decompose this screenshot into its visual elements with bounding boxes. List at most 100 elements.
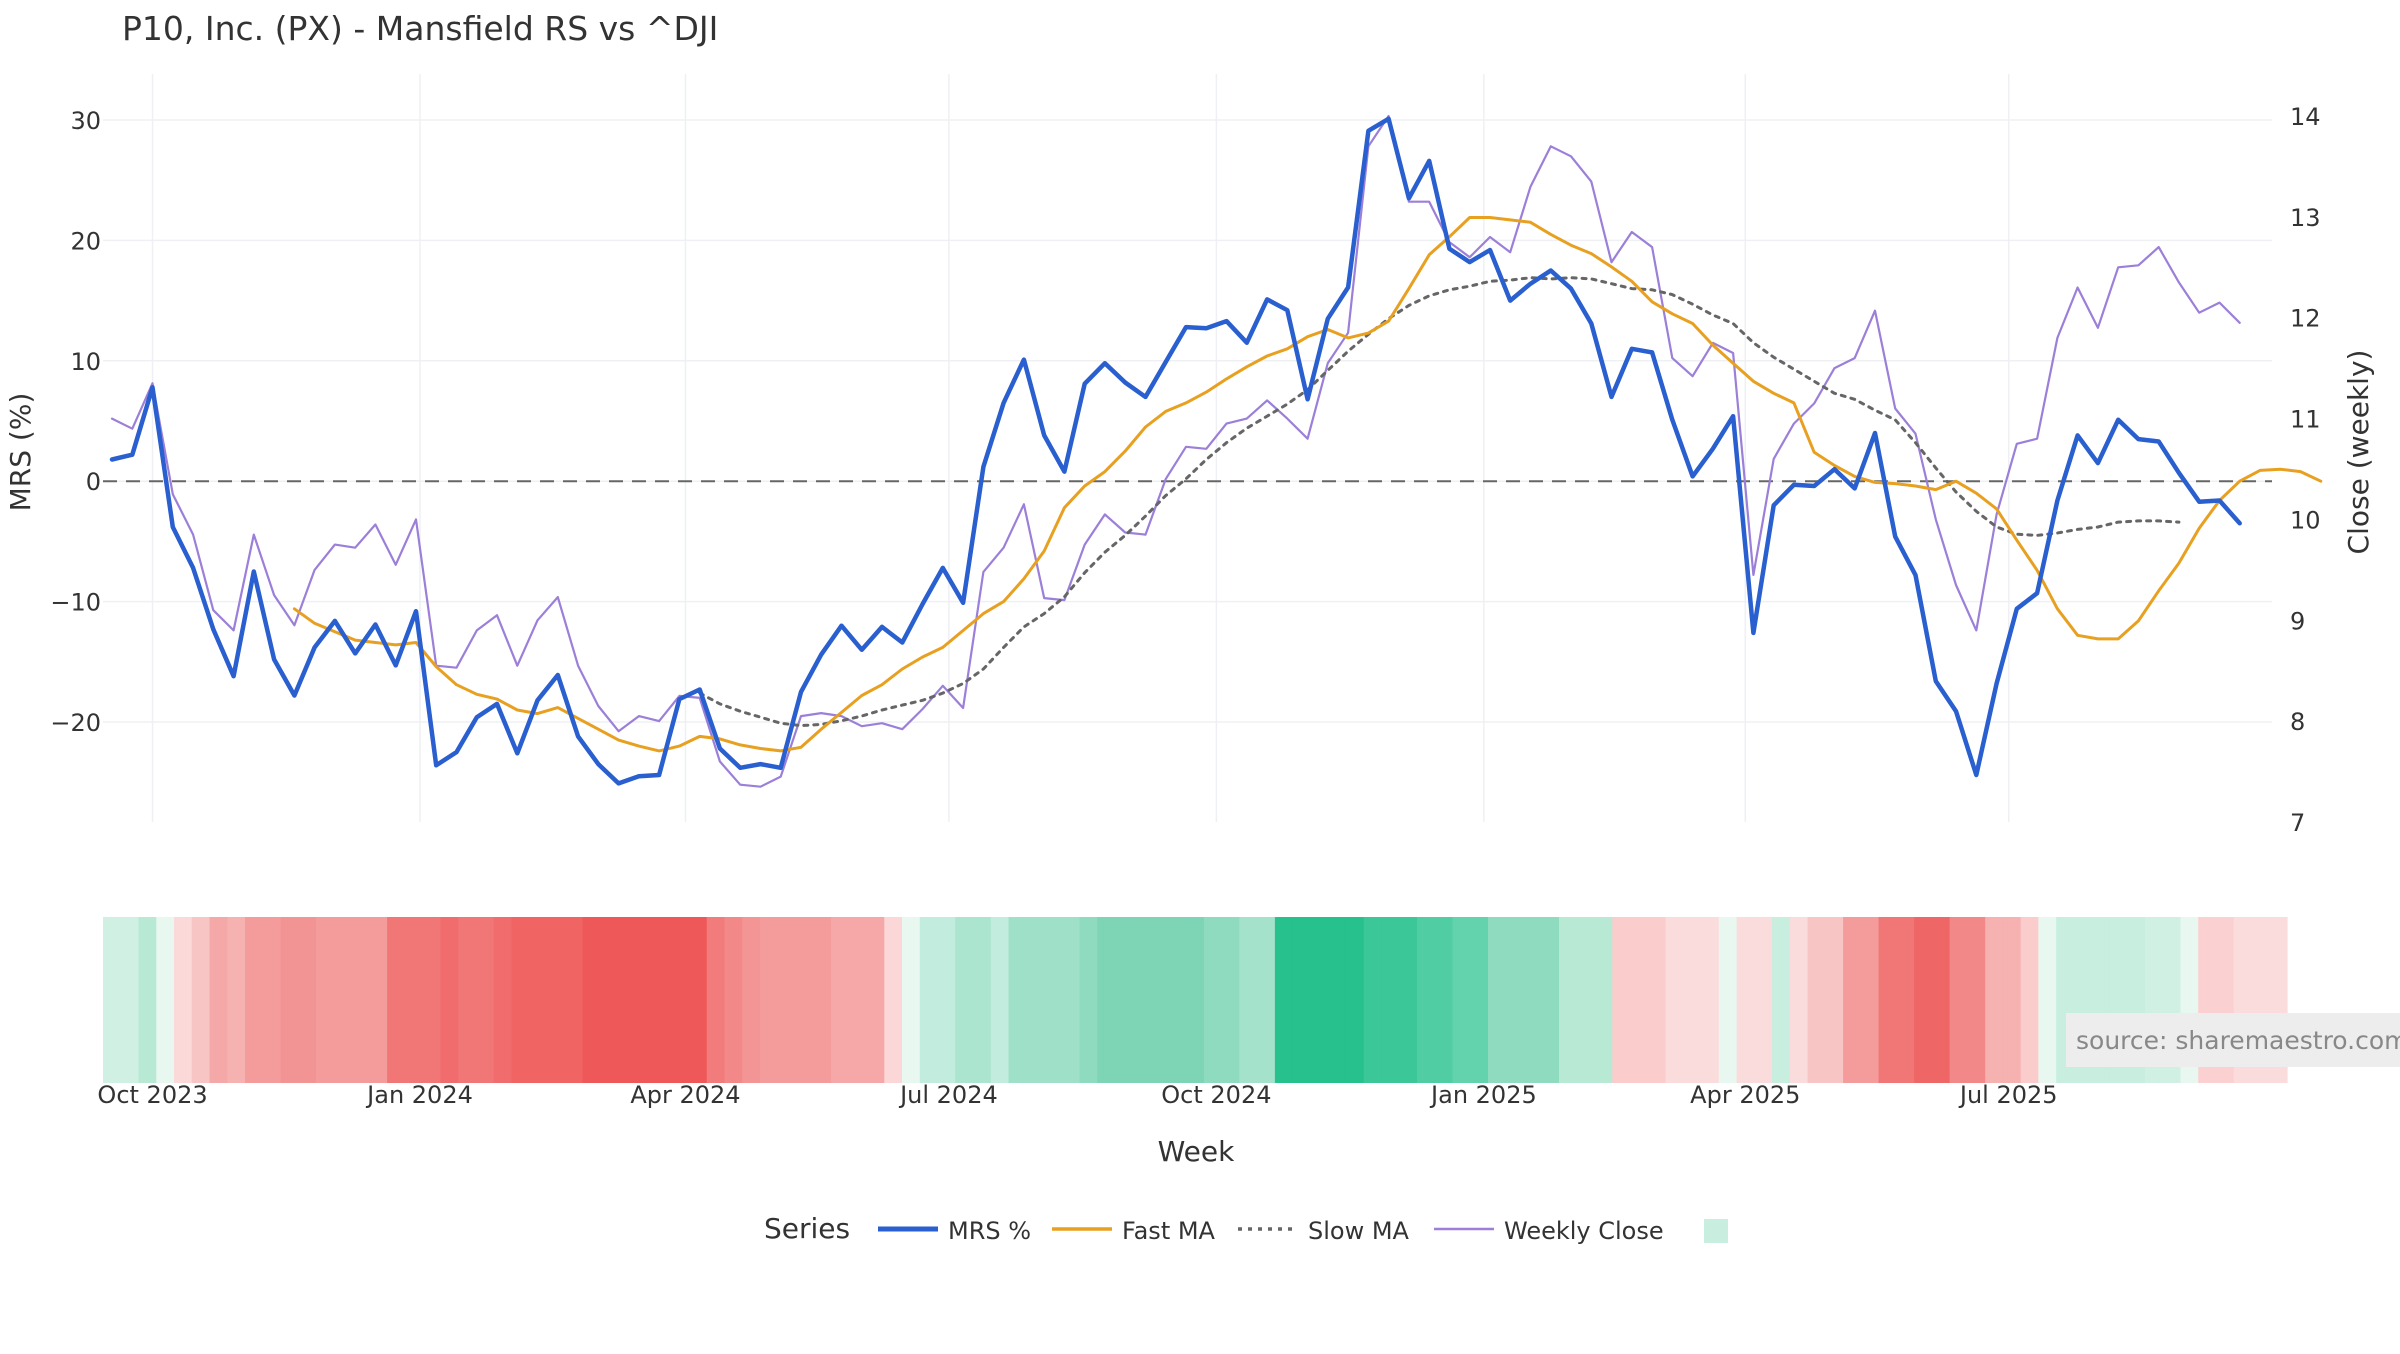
x-tick-label: Oct 2024 <box>1161 1081 1271 1109</box>
heatmap-cell <box>866 917 885 1083</box>
heatmap-cell <box>1399 917 1418 1083</box>
heatmap-cell <box>1203 917 1223 1083</box>
heatmap-cell <box>316 917 335 1083</box>
heatmap-cell <box>831 917 850 1083</box>
heatmap-cell <box>973 917 992 1083</box>
x-tick-label: Oct 2023 <box>97 1081 207 1109</box>
heatmap-cell <box>1470 917 1489 1083</box>
y-tick-label-right: 11 <box>2290 406 2321 434</box>
heatmap-cell <box>1274 917 1294 1083</box>
series-line-weekly-close <box>110 114 2241 788</box>
heatmap-cell <box>1754 917 1773 1083</box>
heatmap-cell <box>156 917 175 1083</box>
heatmap-cell <box>1683 917 1702 1083</box>
heatmap-cell <box>1239 917 1258 1083</box>
heatmap-cell <box>902 917 921 1083</box>
heatmap-cell <box>795 917 814 1083</box>
heatmap-cell <box>298 917 317 1083</box>
heatmap-cell <box>138 917 157 1083</box>
x-tick-label: Apr 2024 <box>630 1081 740 1109</box>
heatmap-cell <box>777 917 797 1083</box>
x-tick-label: Jan 2025 <box>1429 1081 1537 1109</box>
heatmap-cell <box>617 917 637 1083</box>
heatmap-cell <box>440 917 459 1083</box>
legend-label-fast-ma[interactable]: Fast MA <box>1122 1217 1216 1245</box>
heatmap-cell <box>1914 917 1933 1083</box>
heatmap-cell <box>1878 917 1897 1083</box>
heatmap-cell <box>369 917 388 1083</box>
heatmap-cell <box>1860 917 1880 1083</box>
heatmap-cell <box>1896 917 1915 1083</box>
legend-swatch-heatmap[interactable] <box>1704 1219 1728 1243</box>
heatmap-cell <box>351 917 370 1083</box>
heatmap-cell <box>1434 917 1454 1083</box>
heatmap-cell <box>191 917 211 1083</box>
heatmap-cell <box>1612 917 1631 1083</box>
heatmap-cell <box>1008 917 1027 1083</box>
heatmap-cell <box>759 917 779 1083</box>
x-tick-label: Jul 2025 <box>1958 1081 2058 1109</box>
heatmap-cell <box>848 917 868 1083</box>
heatmap-cell <box>564 917 584 1083</box>
y-tick-label-left: 10 <box>70 348 101 376</box>
heatmap-cell <box>1949 917 1968 1083</box>
heatmap-cell <box>1257 917 1276 1083</box>
heatmap-cell <box>1843 917 1862 1083</box>
heatmap-cell <box>688 917 708 1083</box>
heatmap-cell <box>600 917 619 1083</box>
heatmap-cell <box>1594 917 1613 1083</box>
heatmap-cell <box>706 917 726 1083</box>
chart-title: P10, Inc. (PX) - Mansfield RS vs ^DJI <box>122 9 718 48</box>
heatmap-cell <box>1186 917 1205 1083</box>
grid-layer <box>103 74 2272 822</box>
heatmap-cell <box>635 917 655 1083</box>
series-layer <box>109 114 2323 788</box>
heatmap-cell <box>422 917 441 1083</box>
heatmap-cell <box>724 917 743 1083</box>
legend-label-weekly-close[interactable]: Weekly Close <box>1504 1217 1664 1245</box>
heatmap-cell <box>1559 917 1578 1083</box>
heatmap-cell <box>1044 917 1063 1083</box>
heatmap-cell <box>245 917 264 1083</box>
y-tick-label-right: 10 <box>2290 506 2321 534</box>
heatmap-cell <box>458 917 477 1083</box>
heatmap-cell <box>280 917 299 1083</box>
x-tick-label: Apr 2025 <box>1690 1081 1800 1109</box>
heatmap-cell <box>813 917 832 1083</box>
legend-title: Series <box>764 1212 850 1245</box>
heatmap-cell <box>1772 917 1791 1083</box>
heatmap-cell <box>1026 917 1045 1083</box>
heatmap-cell <box>1505 917 1525 1083</box>
heatmap-cell <box>1985 917 2004 1083</box>
heatmap-cell <box>174 917 193 1083</box>
heatmap-cell <box>1701 917 1720 1083</box>
heatmap-cell <box>990 917 1010 1083</box>
heatmap-cell <box>1061 917 1081 1083</box>
series-line-fast-ma <box>292 216 2323 753</box>
source-label: source: sharemaestro.com <box>2076 1026 2400 1055</box>
legend-label-slow-ma[interactable]: Slow MA <box>1308 1217 1410 1245</box>
heatmap-cell <box>582 917 601 1083</box>
heatmap-cell <box>227 917 246 1083</box>
heatmap-cell <box>1647 917 1667 1083</box>
heatmap-cell <box>1292 917 1312 1083</box>
y-tick-label-left: 30 <box>70 107 101 135</box>
heatmap-cell <box>1310 917 1329 1083</box>
heatmap-cell <box>333 917 353 1083</box>
heatmap-cell <box>404 917 424 1083</box>
y-axis-right-label: Close (weekly) <box>2342 350 2375 555</box>
y-axis-left-label: MRS (%) <box>4 393 37 512</box>
heatmap-cell <box>1115 917 1134 1083</box>
y-tick-label-right: 14 <box>2290 103 2321 131</box>
heatmap-cell <box>1967 917 1986 1083</box>
heatmap-cell <box>1097 917 1116 1083</box>
x-tick-label: Jul 2024 <box>898 1081 998 1109</box>
heatmap-cell <box>884 917 903 1083</box>
heatmap-cell <box>1718 917 1738 1083</box>
heatmap-cell <box>653 917 672 1083</box>
legend-label-mrs[interactable]: MRS % <box>948 1217 1031 1245</box>
heatmap-cell <box>511 917 530 1083</box>
y-tick-label-right: 9 <box>2290 607 2305 635</box>
heatmap-cell <box>103 917 122 1083</box>
